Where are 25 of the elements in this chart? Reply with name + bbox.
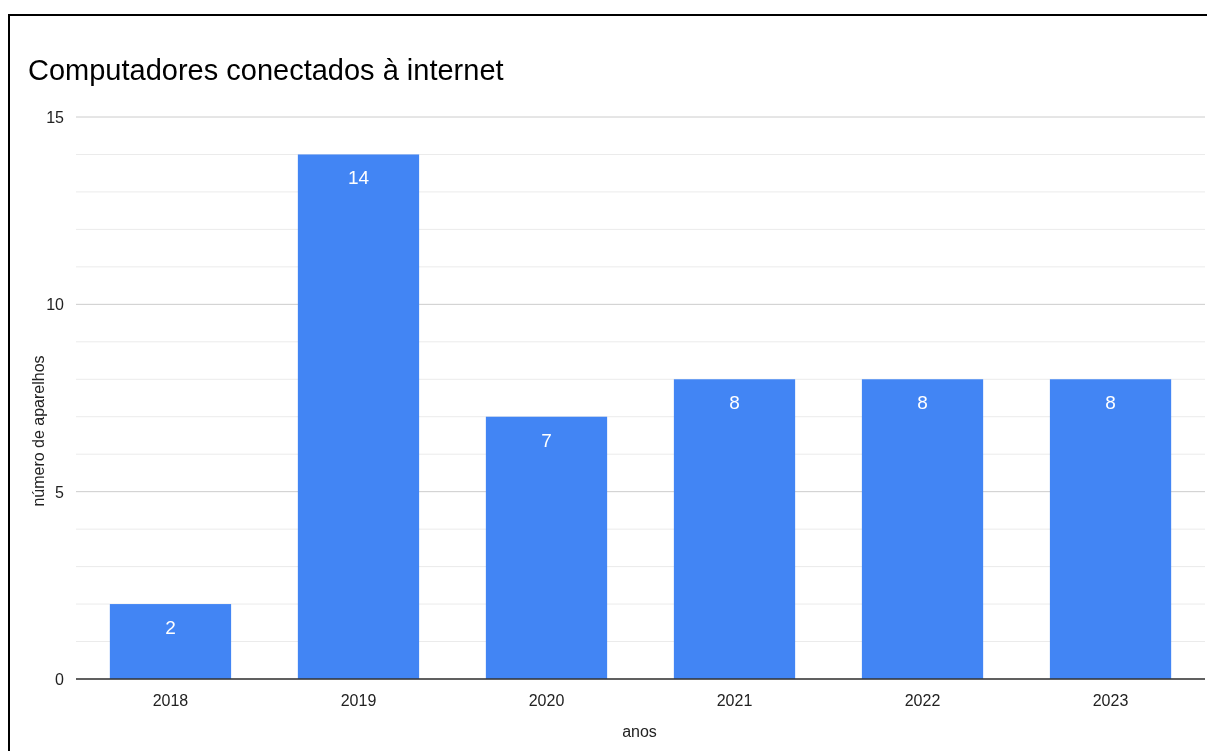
data-label: 2 [165, 617, 176, 639]
x-tick-label: 2023 [1092, 692, 1129, 709]
y-axis-title: número de aparelhos [30, 355, 47, 507]
data-label: 8 [729, 392, 740, 414]
chart-title: Computadores conectados à internet [28, 54, 504, 86]
x-tick-label: 2018 [152, 692, 189, 709]
x-tick-label: 2020 [528, 692, 565, 709]
x-tick-label: 2022 [904, 692, 941, 709]
bar [109, 604, 232, 679]
x-tick-label: 2019 [340, 692, 377, 709]
data-label: 8 [917, 392, 928, 414]
x-tick-label: 2021 [716, 692, 753, 709]
bar [673, 379, 796, 679]
y-tick-label: 10 [46, 296, 65, 314]
y-tick-label: 5 [55, 483, 65, 501]
bar [861, 379, 984, 679]
bar [485, 416, 608, 679]
y-tick-label: 0 [55, 671, 65, 688]
bar [297, 154, 420, 679]
bar [1049, 379, 1172, 679]
data-label: 14 [347, 167, 370, 189]
x-axis-title: anos [622, 723, 657, 740]
y-tick-label: 15 [46, 109, 65, 126]
data-label: 7 [541, 429, 552, 451]
data-label: 8 [1105, 392, 1116, 414]
